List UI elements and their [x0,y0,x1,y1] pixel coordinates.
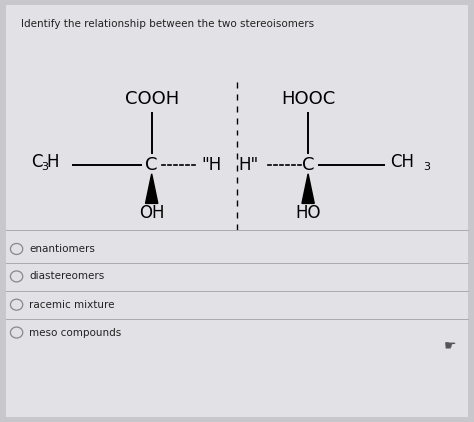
Text: ☛: ☛ [444,339,456,353]
Circle shape [10,243,23,254]
Polygon shape [302,174,314,203]
Text: C: C [302,156,314,173]
Text: C: C [146,156,158,173]
Text: "H: "H [201,156,222,173]
FancyBboxPatch shape [6,5,468,417]
Text: diastereomers: diastereomers [29,271,105,281]
Text: OH: OH [139,204,164,222]
Text: CH: CH [390,154,414,171]
Text: C: C [31,154,43,171]
Text: COOH: COOH [125,90,179,108]
Text: racemic mixture: racemic mixture [29,300,115,310]
Text: 3: 3 [423,162,430,172]
Circle shape [10,271,23,282]
Text: HO: HO [295,204,321,222]
Text: H": H" [238,156,258,173]
Text: H: H [47,154,59,171]
Circle shape [10,299,23,310]
Text: 3: 3 [41,162,48,172]
Text: enantiomers: enantiomers [29,244,95,254]
Text: meso compounds: meso compounds [29,327,122,338]
Circle shape [10,327,23,338]
Text: Identify the relationship between the two stereoisomers: Identify the relationship between the tw… [21,19,314,29]
Polygon shape [146,174,158,203]
Text: HOOC: HOOC [281,90,335,108]
